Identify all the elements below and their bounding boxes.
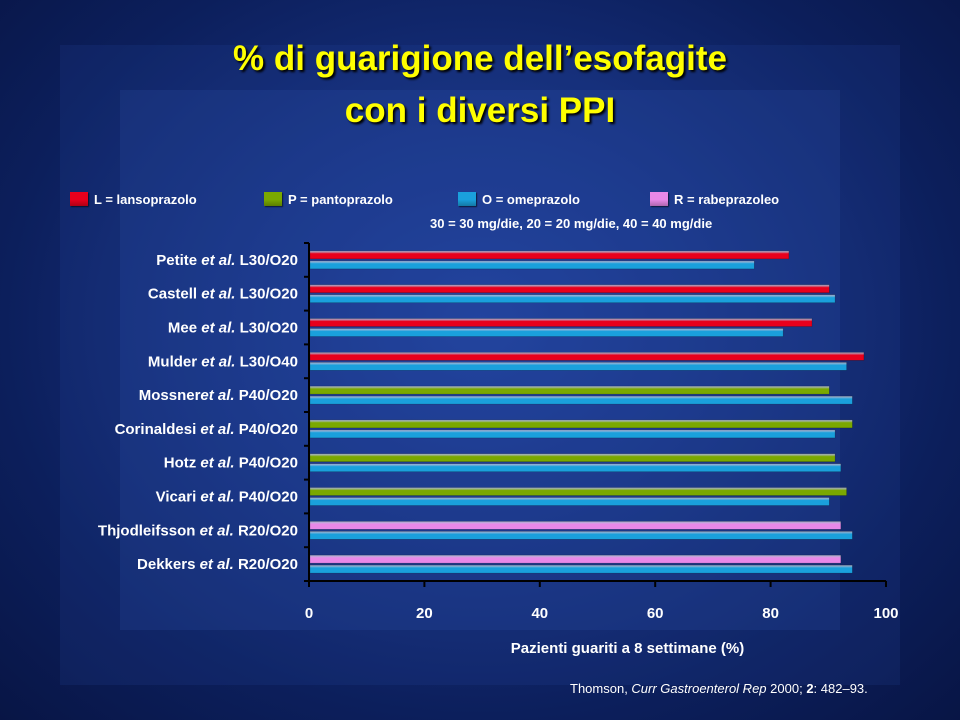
category-etal: et al. xyxy=(197,353,235,370)
category-code: P40/O20 xyxy=(235,387,298,404)
legend-item-pantoprazolo: P = pantoprazolo xyxy=(264,190,393,208)
category-code: P40/O20 xyxy=(235,489,298,506)
source-pages: : 482–93. xyxy=(813,681,868,696)
dose-note: 30 = 30 mg/die, 20 = 20 mg/die, 40 = 40 … xyxy=(430,216,713,231)
category-code: R20/O20 xyxy=(234,556,298,573)
category-label: Corinaldesi et al. P40/O20 xyxy=(115,421,298,438)
bar-O-3 xyxy=(309,328,784,337)
bar-L-4 xyxy=(309,352,865,361)
legend-swatch-rabeprazoleo xyxy=(650,192,668,206)
bar-P-6 xyxy=(309,419,853,429)
category-code: L30/O20 xyxy=(235,286,298,303)
category-etal: et al. xyxy=(196,421,234,438)
bar-L-3 xyxy=(309,318,813,327)
legend-item-lansoprazolo: L = lansoprazolo xyxy=(70,190,197,208)
category-etal: et al. xyxy=(196,489,234,506)
x-tick-label: 20 xyxy=(416,605,433,622)
category-etal: et al. xyxy=(195,522,233,539)
bar-O-7 xyxy=(309,463,842,472)
category-code: R20/O20 xyxy=(234,522,298,539)
bar-O-6 xyxy=(309,429,836,439)
category-author: Corinaldesi xyxy=(115,421,197,438)
bar-O-9 xyxy=(309,531,853,540)
legend-item-rabeprazoleo: R = rabeprazoleo xyxy=(650,190,779,208)
category-author: Hotz xyxy=(164,455,197,472)
bar-O-8 xyxy=(309,497,830,506)
category-label: Hotz et al. P40/O20 xyxy=(164,455,298,472)
x-tick-label: 100 xyxy=(873,605,898,622)
category-author: Mossner xyxy=(139,387,201,404)
category-etal: et al. xyxy=(200,387,234,404)
source-year: 2000; xyxy=(766,681,807,696)
bar-P-5 xyxy=(309,385,830,395)
bar-O-5 xyxy=(309,395,853,405)
category-code: P40/O20 xyxy=(235,421,298,438)
bar-P-8 xyxy=(309,487,847,496)
category-code: P40/O20 xyxy=(235,455,298,472)
category-author: Mulder xyxy=(148,353,197,370)
category-label: Thjodleifsson et al. R20/O20 xyxy=(98,522,298,539)
bar-L-2 xyxy=(309,284,830,293)
x-tick-label: 0 xyxy=(305,605,313,622)
legend-label-omeprazolo: O = omeprazolo xyxy=(482,191,580,207)
bar-R-9 xyxy=(309,521,842,530)
category-author: Vicari xyxy=(156,489,197,506)
source-citation: Thomson, Curr Gastroenterol Rep 2000; 2:… xyxy=(570,681,868,696)
category-code: L30/O40 xyxy=(235,353,298,370)
x-tick-label: 40 xyxy=(531,605,548,622)
source-journal: Curr Gastroenterol Rep xyxy=(631,681,767,696)
category-etal: et al. xyxy=(197,286,235,303)
legend-swatch-pantoprazolo xyxy=(264,192,282,206)
category-author: Castell xyxy=(148,286,197,303)
bar-O-1 xyxy=(309,260,755,270)
legend-swatch-omeprazolo xyxy=(458,192,476,206)
category-author: Dekkers xyxy=(137,556,195,573)
bar-R-10 xyxy=(309,554,842,564)
slide-title-line2: con i diversi PPI xyxy=(344,91,616,130)
category-etal: et al. xyxy=(197,320,235,337)
category-label: Mossneret al. P40/O20 xyxy=(139,387,298,404)
x-tick-label: 80 xyxy=(762,605,779,622)
category-author: Mee xyxy=(168,320,197,337)
slide-title-line1: % di guarigione dell’esofagite xyxy=(233,39,727,78)
category-etal: et al. xyxy=(197,252,235,269)
category-label: Mulder et al. L30/O40 xyxy=(148,353,298,370)
legend-item-omeprazolo: O = omeprazolo xyxy=(458,190,580,208)
category-label: Castell et al. L30/O20 xyxy=(148,286,298,303)
category-label: Dekkers et al. R20/O20 xyxy=(137,556,298,573)
legend-label-lansoprazolo: L = lansoprazolo xyxy=(94,191,197,207)
bar-L-1 xyxy=(309,250,790,260)
source-prefix: Thomson, xyxy=(570,681,632,696)
category-label: Vicari et al. P40/O20 xyxy=(156,489,298,506)
legend-label-rabeprazoleo: R = rabeprazoleo xyxy=(674,191,780,207)
source-volume: 2 xyxy=(806,681,814,696)
category-code: L30/O20 xyxy=(235,252,298,269)
category-author: Petite xyxy=(156,252,197,269)
category-etal: et al. xyxy=(195,556,233,573)
x-tick-label: 60 xyxy=(647,605,664,622)
bar-O-10 xyxy=(309,564,853,574)
bar-P-7 xyxy=(309,453,836,462)
x-axis-title: Pazienti guariti a 8 settimane (%) xyxy=(511,640,744,657)
legend-label-pantoprazolo: P = pantoprazolo xyxy=(288,191,393,207)
category-author: Thjodleifsson xyxy=(98,522,196,539)
category-code: L30/O20 xyxy=(235,320,298,337)
category-label: Petite et al. L30/O20 xyxy=(156,252,298,269)
bar-O-2 xyxy=(309,294,836,303)
category-etal: et al. xyxy=(196,455,234,472)
bar-O-4 xyxy=(309,362,847,371)
legend-swatch-lansoprazolo xyxy=(70,192,88,206)
category-label: Mee et al. L30/O20 xyxy=(168,320,298,337)
